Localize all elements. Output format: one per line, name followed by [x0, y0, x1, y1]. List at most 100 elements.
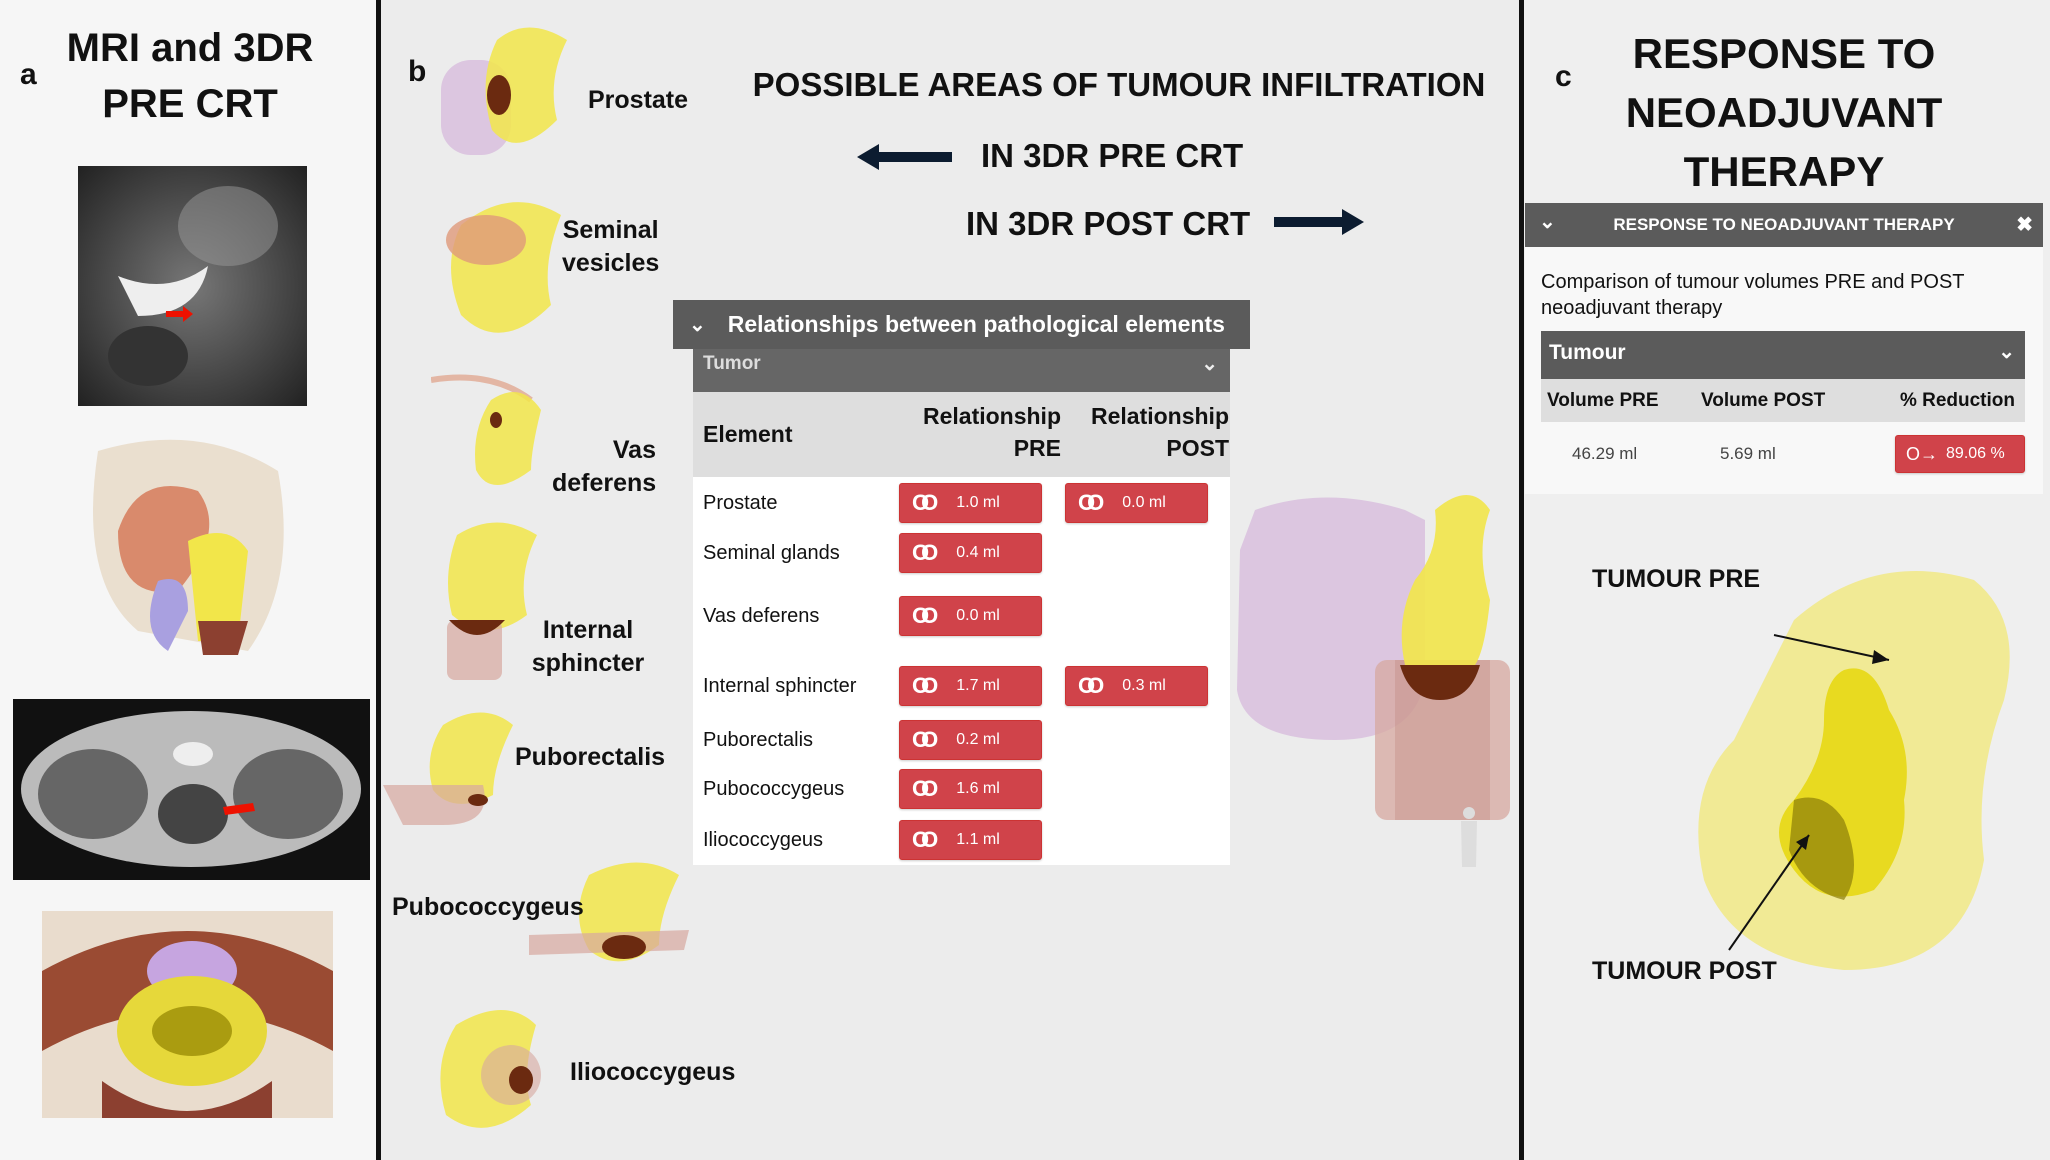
structure-label: Vas deferens: [552, 436, 657, 497]
column-header-post: Relationship POST: [1090, 403, 1229, 461]
relationship-value: 1.7 ml: [956, 677, 1000, 694]
tumour-post-label: TUMOUR POST: [1592, 957, 1777, 985]
close-icon[interactable]: ✖: [2016, 214, 2033, 236]
chevron-down-icon[interactable]: ⌄: [1201, 353, 1218, 375]
reduction-value: 89.06 %: [1946, 445, 2005, 462]
intersect-circles-icon: OO: [1078, 490, 1104, 515]
intersect-circles-icon: OO: [912, 727, 938, 752]
element-name: Seminal glands: [703, 542, 840, 564]
intersect-circles-icon: OO: [912, 673, 938, 698]
widget-title: RESPONSE TO NEOADJUVANT THERAPY: [1613, 215, 1955, 234]
panel-title: RESPONSE TO NEOADJUVANT THERAPY: [1584, 24, 1984, 201]
human-silhouette-icon: [1461, 807, 1477, 867]
arrow-left-icon: [857, 144, 952, 170]
prostate-render: [441, 27, 567, 155]
key-icon: O→: [1906, 443, 1939, 464]
panel-letter: c: [1555, 60, 1572, 93]
widget-header[interactable]: ⌄ Relationships between pathological ele…: [673, 300, 1250, 349]
structure-label: Pubococcygeus: [392, 893, 584, 921]
element-name: Pubococcygeus: [703, 778, 845, 800]
title-line: THERAPY: [1683, 148, 1885, 195]
tumor-dropdown[interactable]: Tumor ⌄: [693, 349, 1230, 392]
relationship-value: 1.0 ml: [956, 494, 1000, 511]
intersect-circles-icon: OO: [912, 490, 938, 515]
relationship-value: 1.1 ml: [956, 831, 1000, 848]
title-line: PRE CRT: [102, 82, 278, 126]
relationship-pre-button[interactable]: OO 0.0 ml: [899, 596, 1042, 636]
3d-render-sagittal: [93, 439, 284, 655]
column-header: % Reduction: [1899, 390, 2015, 411]
table-header: Element Relationship PRE Relationship PO…: [693, 392, 1230, 477]
element-name: Vas deferens: [703, 605, 820, 627]
widget-header[interactable]: ⌄ RESPONSE TO NEOADJUVANT THERAPY ✖: [1525, 203, 2043, 247]
response-widget: ⌄ RESPONSE TO NEOADJUVANT THERAPY ✖ Comp…: [1525, 203, 2043, 494]
table-header: Volume PRE Volume POST % Reduction: [1541, 379, 2025, 422]
element-name: Iliococcygeus: [703, 829, 824, 851]
structure-label: Puborectalis: [515, 743, 666, 771]
panel-a: a MRI and 3DR PRE CRT: [0, 0, 376, 1160]
tumour-3d-render: [1698, 571, 2010, 970]
relationship-value: 0.0 ml: [1122, 494, 1166, 511]
widget-description: Comparison of tumour volumes PRE and POS…: [1541, 271, 1965, 319]
internal-sphincter-render: [447, 522, 537, 680]
dropdown-value: Tumor: [703, 353, 761, 374]
volume-post-value: 5.69 ml: [1720, 444, 1776, 463]
relationship-pre-button[interactable]: OO 0.4 ml: [899, 533, 1042, 573]
element-name: Puborectalis: [703, 729, 814, 751]
relationships-widget: ⌄ Relationships between pathological ele…: [673, 300, 1250, 865]
sagittal-mri-image: [78, 166, 307, 406]
post-label: IN 3DR POST CRT: [966, 205, 1251, 242]
pubococcygeus-render: [529, 862, 689, 962]
title-line: RESPONSE TO: [1632, 30, 1936, 77]
axial-mri-image: [13, 699, 370, 880]
element-name: Internal sphincter: [703, 675, 857, 697]
title-line: MRI and 3DR: [66, 26, 314, 70]
relationship-value: 1.6 ml: [956, 780, 1000, 797]
arrow-right-icon: [1274, 209, 1364, 235]
relationship-value: 0.0 ml: [956, 607, 1000, 624]
seminal-vesicles-render: [446, 202, 561, 333]
relationship-post-button[interactable]: OO 0.3 ml: [1065, 666, 1208, 706]
relationship-value: 0.4 ml: [956, 544, 1000, 561]
panel-title: MRI and 3DR PRE CRT: [20, 20, 360, 132]
intersect-circles-icon: OO: [912, 827, 938, 852]
panel-heading: POSSIBLE AREAS OF TUMOUR INFILTRATION: [752, 66, 1486, 103]
structure-label: Iliococcygeus: [570, 1058, 736, 1086]
relationship-pre-button[interactable]: OO 1.0 ml: [899, 483, 1042, 523]
puborectalis-render: [383, 712, 513, 825]
vas-deferens-render: [431, 374, 541, 485]
structure-label: Seminal vesicles: [562, 216, 660, 277]
widget-title: Relationships between pathological eleme…: [727, 311, 1225, 337]
volume-pre-value: 46.29 ml: [1572, 444, 1638, 463]
chevron-down-icon[interactable]: ⌄: [1539, 211, 1556, 233]
relationship-pre-button[interactable]: OO 0.2 ml: [899, 720, 1042, 760]
element-name: Prostate: [703, 492, 778, 514]
panel-c: c RESPONSE TO NEOADJUVANT THERAPY ⌄ RESP…: [1524, 0, 2050, 1160]
panel-divider: [376, 0, 381, 1160]
panel-letter: a: [20, 58, 37, 91]
relationship-value: 0.3 ml: [1122, 677, 1166, 694]
chevron-down-icon[interactable]: ⌄: [1998, 341, 2015, 363]
3d-render-axial: [42, 911, 333, 1118]
chevron-down-icon[interactable]: ⌄: [689, 314, 706, 336]
relationship-pre-button[interactable]: OO 1.7 ml: [899, 666, 1042, 706]
post-crt-3d-render: [1237, 495, 1510, 820]
relationship-pre-button[interactable]: OO 1.6 ml: [899, 769, 1042, 809]
pre-label: IN 3DR PRE CRT: [981, 137, 1244, 174]
panel-divider: [1519, 0, 1524, 1160]
iliococcygeus-render: [440, 1010, 541, 1128]
tumour-pre-label: TUMOUR PRE: [1592, 565, 1761, 593]
title-line: NEOADJUVANT: [1625, 89, 1943, 136]
reduction-button[interactable]: O→ 89.06 %: [1895, 435, 2025, 473]
structure-label: Internal sphincter: [531, 616, 645, 677]
panel-b: b POSSIBLE AREAS OF TUMOUR INFILTRATION …: [381, 0, 1519, 1160]
intersect-circles-icon: OO: [912, 603, 938, 628]
structure-label: Prostate: [588, 86, 689, 114]
column-header-pre: Relationship PRE: [922, 403, 1061, 461]
intersect-circles-icon: OO: [1078, 673, 1104, 698]
column-header: Volume PRE: [1547, 390, 1659, 411]
relationship-pre-button[interactable]: OO 1.1 ml: [899, 820, 1042, 860]
tumour-dropdown[interactable]: Tumour ⌄: [1541, 331, 2025, 379]
relationship-post-button[interactable]: OO 0.0 ml: [1065, 483, 1208, 523]
panel-letter: b: [408, 55, 427, 88]
